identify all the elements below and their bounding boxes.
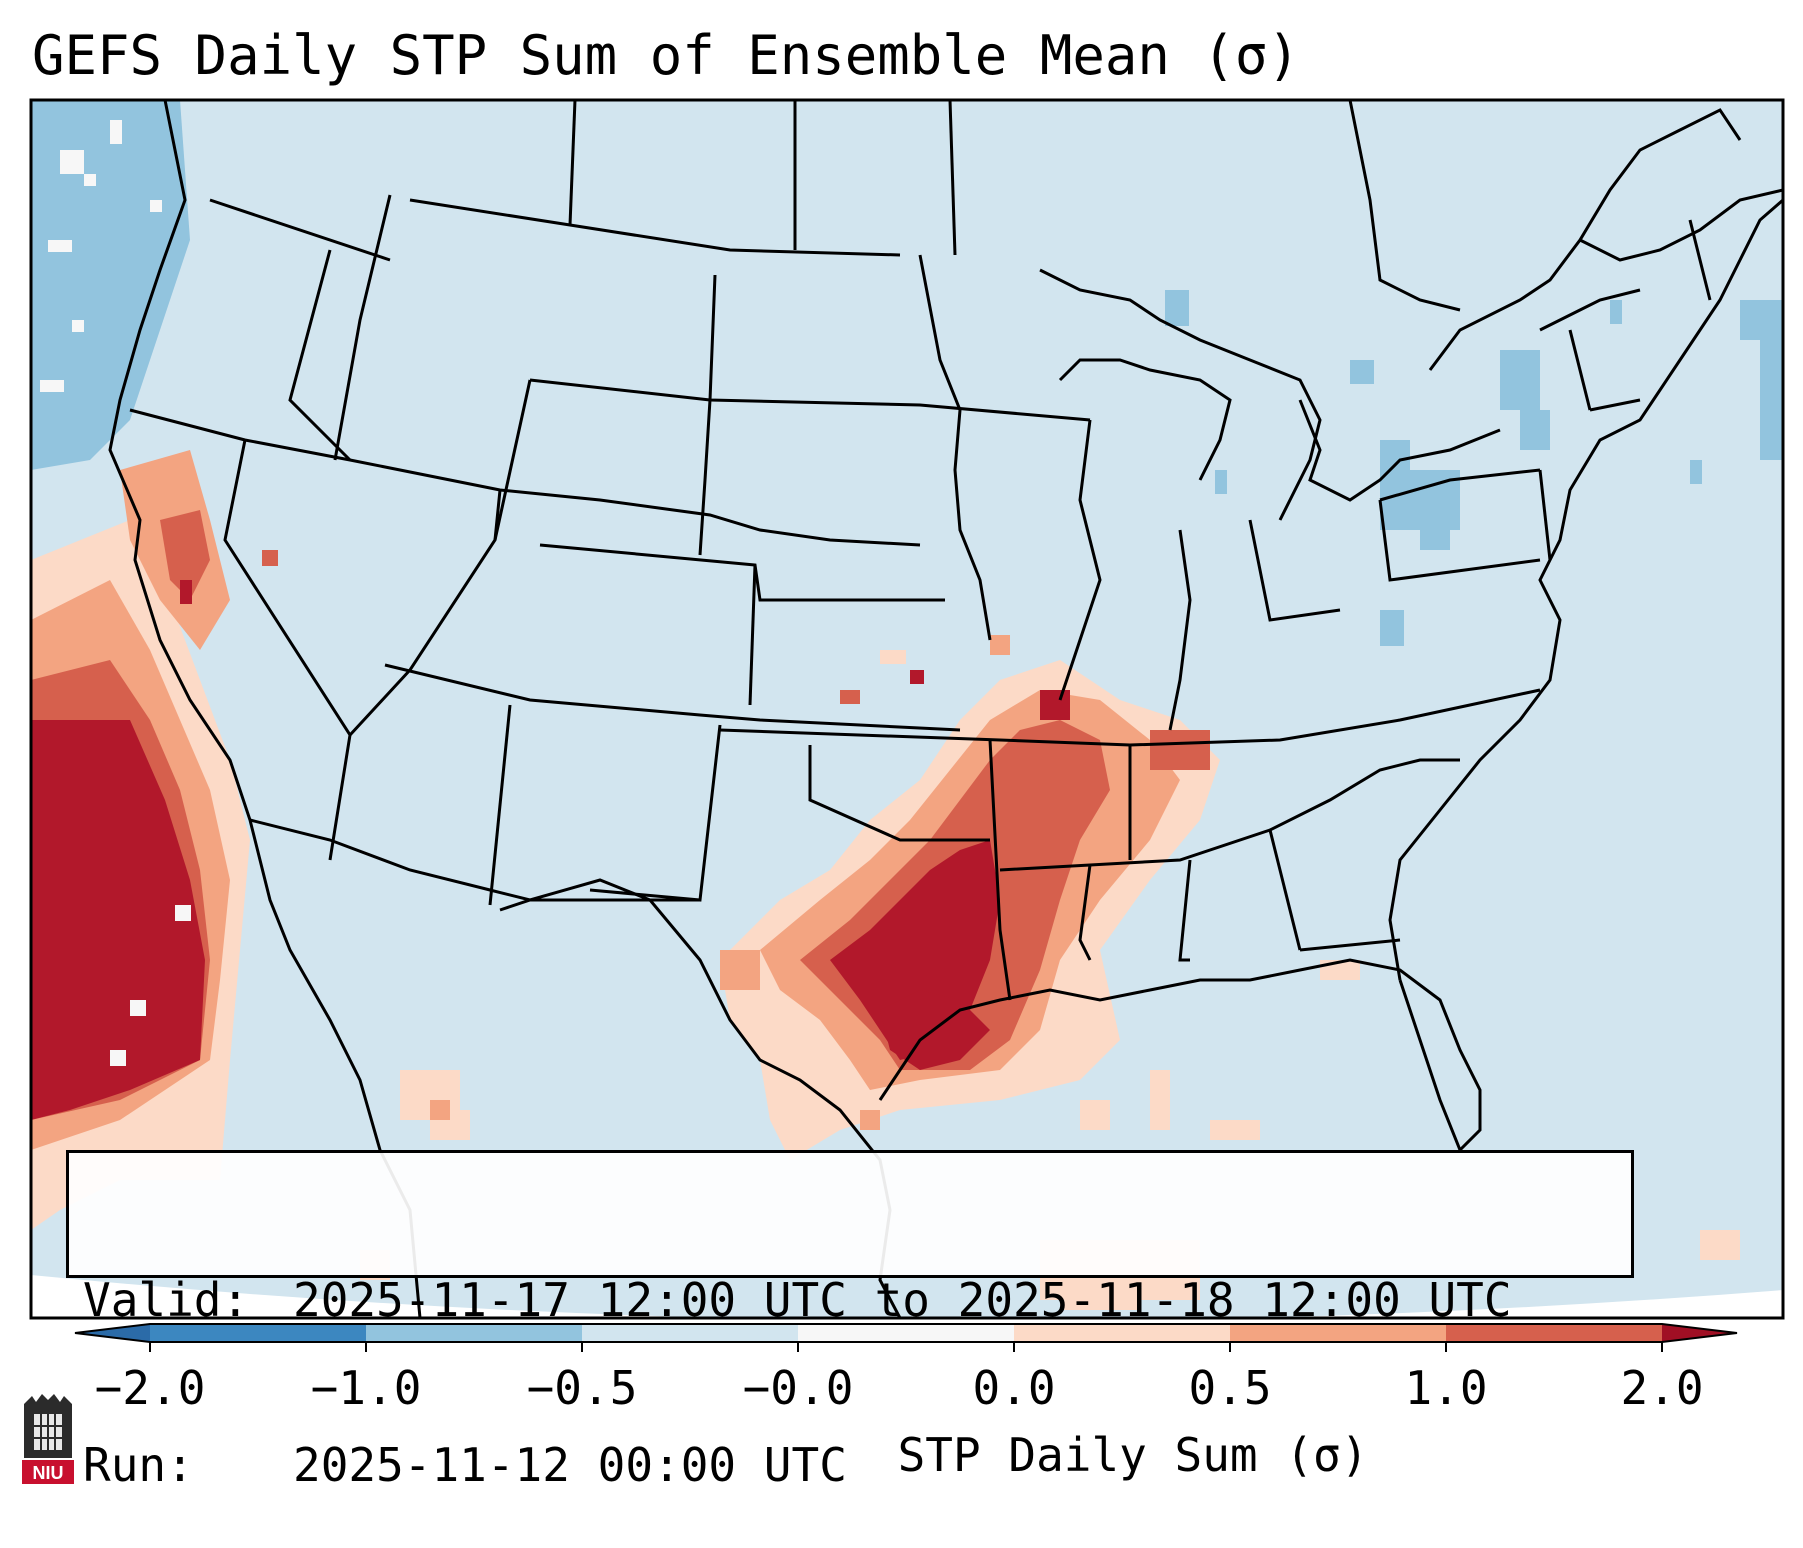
colorbar-tick-7: 2.0 (1620, 1361, 1704, 1415)
colorbar-label: STP Daily Sum (σ) (897, 1428, 1369, 1482)
colorbar-segment (1230, 1324, 1447, 1342)
niu-logo-text: NIU (33, 1463, 64, 1483)
colorbar-extend-max (1662, 1324, 1737, 1342)
state-boundaries (108, 100, 1783, 1318)
positive-region-pacific (31, 450, 278, 1230)
valid-value: 2025-11-17 12:00 UTC to 2025-11-18 12:00… (293, 1273, 1512, 1327)
colorbar-tick-0: −2.0 (94, 1361, 206, 1415)
colorbar-segment (1446, 1324, 1663, 1342)
negative-region-pacific-nw (31, 100, 190, 470)
niu-logo: NIU (22, 1394, 74, 1484)
map-background (31, 100, 1783, 1318)
colorbar-segment (366, 1324, 583, 1342)
colorbar-segment (582, 1324, 799, 1342)
map-frame (29, 98, 1785, 1320)
stp-map (29, 98, 1785, 1352)
run-label: Run: (83, 1438, 194, 1492)
colorbar-segment (798, 1324, 1015, 1342)
colorbar-tick-1: −1.0 (310, 1361, 422, 1415)
colorbar-segment (150, 1324, 367, 1342)
colorbar-tick-2: −0.5 (526, 1361, 638, 1415)
colorbar-extend-min (75, 1324, 150, 1342)
positive-region-southern-plains (720, 635, 1740, 1260)
valid-label: Valid: (83, 1273, 250, 1327)
colorbar-tick-6: 1.0 (1404, 1361, 1488, 1415)
run-line: Run: 2025-11-12 00:00 UTC (83, 1438, 1631, 1493)
colorbar (74, 1323, 1738, 1352)
valid-line: Valid: 2025-11-17 12:00 UTC to 2025-11-18… (83, 1273, 1631, 1328)
colorbar-segment (1014, 1324, 1231, 1342)
colorbar-tick-5: 0.5 (1188, 1361, 1272, 1415)
map-title: GEFS Daily STP Sum of Ensemble Mean (σ) (32, 24, 1300, 87)
colorbar-tick-3: −0.0 (742, 1361, 854, 1415)
projection-edge (31, 1275, 1783, 1318)
validity-box: Valid: 2025-11-17 12:00 UTC to 2025-11-18… (66, 1150, 1634, 1492)
run-value: 2025-11-12 00:00 UTC (293, 1438, 847, 1492)
colorbar-tick-4: 0.0 (972, 1361, 1056, 1415)
negative-speckle (40, 120, 162, 392)
